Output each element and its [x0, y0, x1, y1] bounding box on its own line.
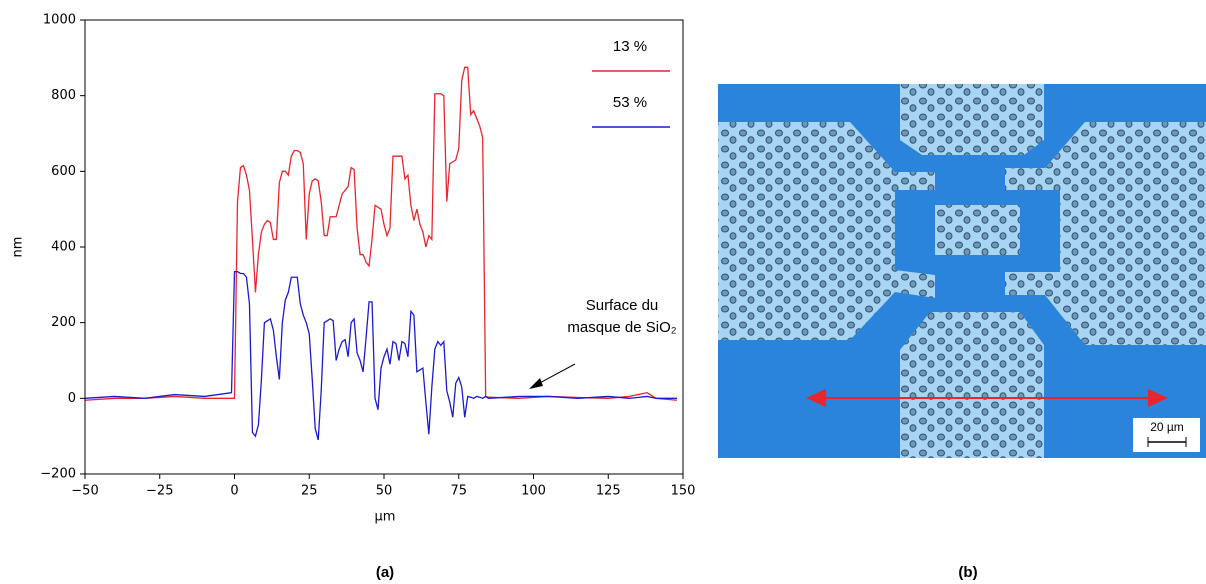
plot-frame	[84, 19, 684, 475]
annotation: Surface du	[586, 297, 659, 314]
data-line	[84, 270, 678, 441]
x-axis-label: µm	[375, 510, 396, 525]
y-tick-label: −200	[40, 467, 76, 482]
legend-label: 53 %	[613, 94, 647, 111]
x-tick-label: 50	[376, 484, 393, 499]
x-tick-label: −50	[71, 484, 98, 499]
y-tick-label: 600	[51, 164, 76, 179]
scale-bar-label: 20 µm	[1150, 420, 1184, 434]
x-tick-label: 0	[230, 484, 238, 499]
y-tick-label: 200	[51, 315, 76, 330]
micrograph	[718, 84, 1206, 458]
x-tick-label: 125	[596, 484, 621, 499]
annotation-arrowhead	[529, 378, 543, 389]
legend-label: 13 %	[613, 38, 647, 55]
x-tick-label: 75	[450, 484, 467, 499]
panel-label: (a)	[376, 564, 394, 581]
x-tick-label: −25	[146, 484, 173, 499]
x-tick-label: 150	[671, 484, 696, 499]
y-axis-label: nm	[11, 237, 26, 258]
x-tick-label: 100	[521, 484, 546, 499]
annotation: masque de SiO₂	[567, 319, 676, 336]
x-tick-label: 25	[301, 484, 318, 499]
data-line	[84, 66, 678, 401]
y-tick-label: 1000	[43, 13, 76, 28]
annotation-arrow	[535, 363, 576, 386]
y-tick-label: 400	[51, 240, 76, 255]
panel-label: (b)	[958, 564, 977, 581]
y-tick-label: 800	[51, 88, 76, 103]
y-tick-label: 0	[68, 391, 76, 406]
